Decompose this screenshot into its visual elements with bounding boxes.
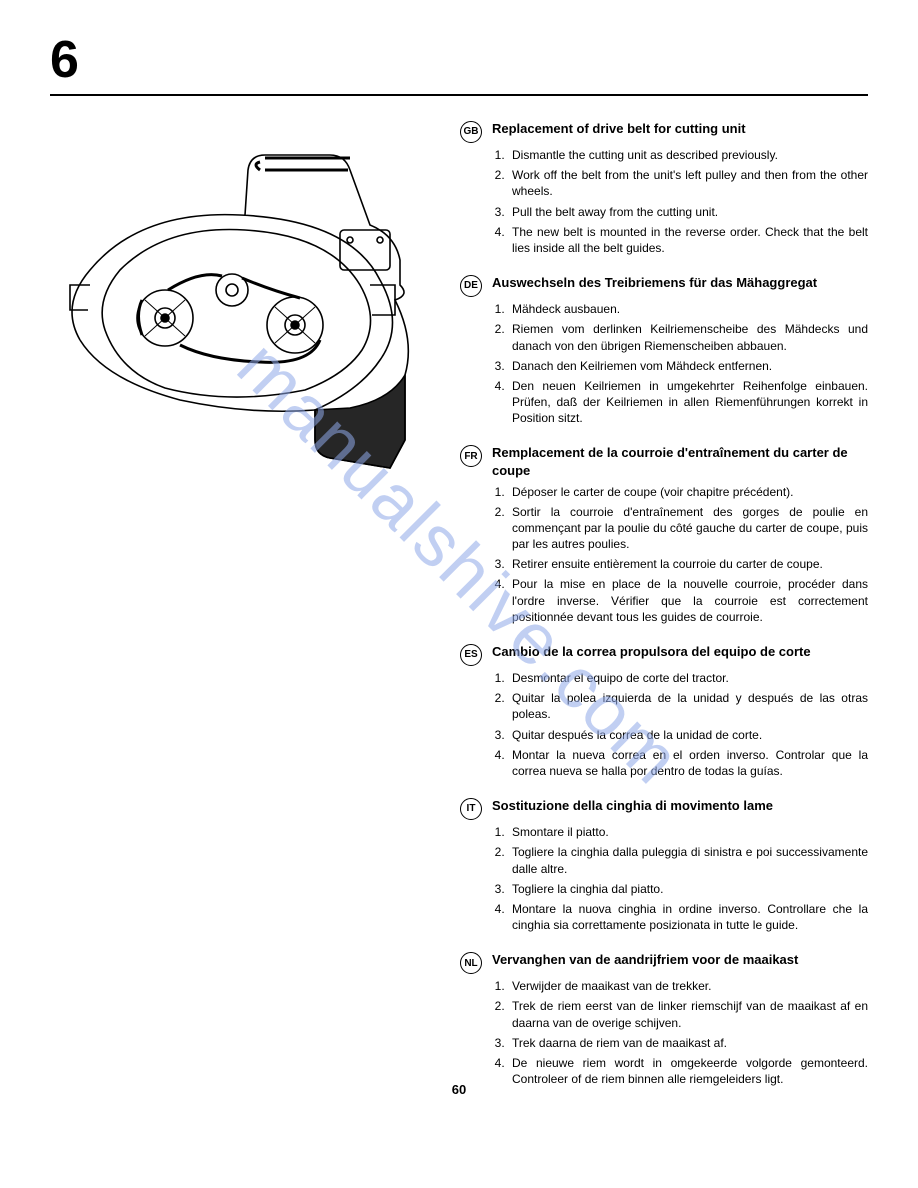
steps-list: Verwijder de maaikast van de trekker. Tr…	[492, 978, 868, 1087]
header-rule	[50, 94, 868, 96]
lang-badge-de: DE	[460, 275, 482, 297]
page-number: 60	[0, 1082, 918, 1097]
step-item: Pour la mise en place de la nouvelle cou…	[508, 576, 868, 625]
steps-list: Déposer le carter de coupe (voir chapitr…	[492, 484, 868, 626]
section-head: IT Sostituzione della cinghia di movimen…	[460, 797, 868, 820]
step-item: Smontare il piatto.	[508, 824, 868, 840]
section-fr: FR Remplacement de la courroie d'entraîn…	[460, 444, 868, 625]
content-columns: GB Replacement of drive belt for cutting…	[50, 120, 868, 1105]
lang-badge-es: ES	[460, 644, 482, 666]
step-item: Trek daarna de riem van de maaikast af.	[508, 1035, 868, 1051]
step-item: Verwijder de maaikast van de trekker.	[508, 978, 868, 994]
step-item: Sortir la courroie d'entraînement des go…	[508, 504, 868, 553]
section-title: Auswechseln des Treibriemens für das Mäh…	[492, 274, 817, 292]
section-title: Vervanghen van de aandrijfriem voor de m…	[492, 951, 798, 969]
right-column: GB Replacement of drive belt for cutting…	[460, 120, 868, 1105]
section-de: DE Auswechseln des Treibriemens für das …	[460, 274, 868, 426]
step-item: Déposer le carter de coupe (voir chapitr…	[508, 484, 868, 500]
section-it: IT Sostituzione della cinghia di movimen…	[460, 797, 868, 933]
section-title: Sostituzione della cinghia di movimento …	[492, 797, 773, 815]
section-head: GB Replacement of drive belt for cutting…	[460, 120, 868, 143]
step-item: Retirer ensuite entièrement la courroie …	[508, 556, 868, 572]
lang-badge-fr: FR	[460, 445, 482, 467]
step-item: Montare la nuova cinghia in ordine inver…	[508, 901, 868, 933]
step-item: Quitar la polea izquierda de la unidad y…	[508, 690, 868, 722]
steps-list: Dismantle the cutting unit as described …	[492, 147, 868, 256]
step-item: Riemen vom derlinken Keilriemenscheibe d…	[508, 321, 868, 353]
step-item: Togliere la cinghia dal piatto.	[508, 881, 868, 897]
steps-list: Smontare il piatto. Togliere la cinghia …	[492, 824, 868, 933]
step-item: Desmontar el equipo de corte del tractor…	[508, 670, 868, 686]
step-item: Trek de riem eerst van de linker riemsch…	[508, 998, 868, 1030]
step-item: The new belt is mounted in the reverse o…	[508, 224, 868, 256]
step-item: Montar la nueva correa en el orden inver…	[508, 747, 868, 779]
step-item: Quitar después la correa de la unidad de…	[508, 727, 868, 743]
section-nl: NL Vervanghen van de aandrijfriem voor d…	[460, 951, 868, 1087]
left-column	[50, 120, 430, 1105]
chapter-number: 6	[50, 30, 868, 90]
step-item: Danach den Keilriemen vom Mähdeck entfer…	[508, 358, 868, 374]
section-head: FR Remplacement de la courroie d'entraîn…	[460, 444, 868, 479]
steps-list: Mähdeck ausbauen. Riemen vom derlinken K…	[492, 301, 868, 426]
section-head: DE Auswechseln des Treibriemens für das …	[460, 274, 868, 297]
step-item: Dismantle the cutting unit as described …	[508, 147, 868, 163]
section-title: Replacement of drive belt for cutting un…	[492, 120, 746, 138]
manual-page: 6 manualshive.com	[0, 0, 918, 1125]
step-item: Pull the belt away from the cutting unit…	[508, 204, 868, 220]
section-title: Cambio de la correa propulsora del equip…	[492, 643, 811, 661]
section-gb: GB Replacement of drive belt for cutting…	[460, 120, 868, 256]
lang-badge-nl: NL	[460, 952, 482, 974]
section-title: Remplacement de la courroie d'entraîneme…	[492, 444, 868, 479]
section-head: ES Cambio de la correa propulsora del eq…	[460, 643, 868, 666]
step-item: Work off the belt from the unit's left p…	[508, 167, 868, 199]
step-item: Mähdeck ausbauen.	[508, 301, 868, 317]
section-es: ES Cambio de la correa propulsora del eq…	[460, 643, 868, 779]
cutting-unit-illustration	[50, 140, 430, 470]
steps-list: Desmontar el equipo de corte del tractor…	[492, 670, 868, 779]
lang-badge-gb: GB	[460, 121, 482, 143]
lang-badge-it: IT	[460, 798, 482, 820]
section-head: NL Vervanghen van de aandrijfriem voor d…	[460, 951, 868, 974]
step-item: Den neuen Keilriemen in umgekehrter Reih…	[508, 378, 868, 427]
step-item: Togliere la cinghia dalla puleggia di si…	[508, 844, 868, 876]
